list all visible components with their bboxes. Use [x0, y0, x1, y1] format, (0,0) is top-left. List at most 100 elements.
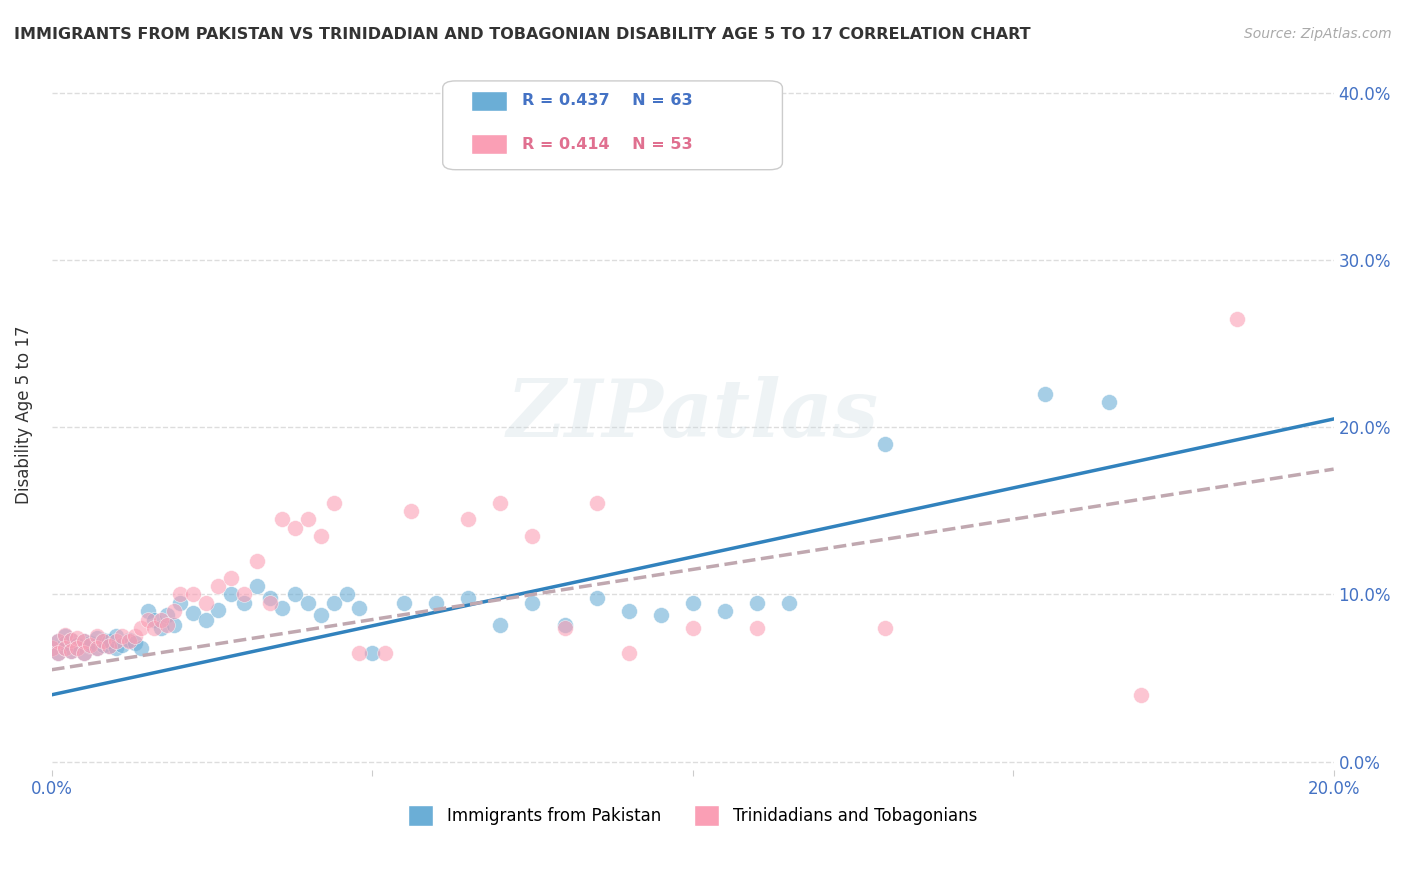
Text: R = 0.414    N = 53: R = 0.414 N = 53: [522, 136, 693, 152]
Point: [181, 587, 204, 601]
Point: [233, 587, 256, 601]
Point: [86, 631, 108, 645]
Point: [73, 634, 96, 648]
Point: [149, 621, 172, 635]
Point: [617, 604, 640, 618]
Point: [98, 640, 121, 654]
Point: [136, 604, 159, 618]
Point: [457, 591, 479, 605]
Point: [617, 646, 640, 660]
Point: [46, 634, 69, 648]
Point: [682, 596, 704, 610]
FancyBboxPatch shape: [471, 91, 506, 111]
Point: [233, 596, 256, 610]
Point: [246, 554, 269, 568]
Point: [271, 512, 294, 526]
Point: [713, 604, 735, 618]
Point: [322, 495, 344, 509]
Point: [169, 587, 191, 601]
Point: [136, 613, 159, 627]
Point: [79, 636, 101, 650]
Point: [650, 607, 672, 622]
Point: [349, 600, 371, 615]
Point: [41, 640, 63, 655]
Point: [73, 634, 96, 648]
Point: [118, 632, 141, 647]
Point: [162, 604, 184, 618]
Point: [271, 600, 294, 615]
Point: [91, 638, 114, 652]
Point: [86, 629, 108, 643]
Point: [53, 636, 76, 650]
Point: [374, 646, 396, 660]
Point: [131, 640, 153, 655]
Point: [489, 495, 512, 509]
Point: [194, 613, 217, 627]
Point: [59, 632, 82, 647]
Point: [873, 621, 896, 635]
Point: [66, 640, 89, 655]
Point: [53, 640, 76, 655]
FancyBboxPatch shape: [443, 81, 782, 169]
Point: [73, 646, 96, 660]
Legend: Immigrants from Pakistan, Trinidadians and Tobagonians: Immigrants from Pakistan, Trinidadians a…: [408, 805, 977, 826]
Point: [207, 579, 229, 593]
Point: [425, 596, 447, 610]
Point: [585, 495, 607, 509]
Point: [169, 596, 191, 610]
Point: [104, 634, 127, 648]
Point: [91, 634, 114, 648]
Point: [162, 617, 184, 632]
Point: [745, 621, 768, 635]
Point: [489, 617, 512, 632]
Point: [86, 640, 108, 655]
Text: IMMIGRANTS FROM PAKISTAN VS TRINIDADIAN AND TOBAGONIAN DISABILITY AGE 5 TO 17 CO: IMMIGRANTS FROM PAKISTAN VS TRINIDADIAN …: [14, 27, 1031, 42]
Point: [143, 621, 166, 635]
Point: [46, 634, 69, 648]
Y-axis label: Disability Age 5 to 17: Disability Age 5 to 17: [15, 326, 32, 504]
Text: ZIPatlas: ZIPatlas: [506, 376, 879, 453]
Point: [131, 621, 153, 635]
Text: R = 0.437    N = 63: R = 0.437 N = 63: [522, 94, 693, 108]
Point: [124, 629, 146, 643]
Point: [457, 512, 479, 526]
Point: [873, 437, 896, 451]
Point: [219, 587, 242, 601]
Point: [46, 646, 69, 660]
Point: [522, 596, 544, 610]
Point: [156, 617, 179, 632]
Point: [336, 587, 359, 601]
Point: [259, 591, 281, 605]
Point: [349, 646, 371, 660]
Point: [309, 607, 332, 622]
Point: [124, 636, 146, 650]
Point: [79, 638, 101, 652]
Point: [1033, 387, 1056, 401]
Point: [59, 632, 82, 647]
Point: [553, 617, 575, 632]
Point: [59, 644, 82, 658]
Point: [1098, 395, 1121, 409]
Point: [284, 587, 307, 601]
Point: [394, 596, 416, 610]
Point: [309, 529, 332, 543]
Point: [246, 579, 269, 593]
Point: [66, 640, 89, 655]
Point: [53, 640, 76, 655]
Point: [297, 596, 319, 610]
Point: [219, 571, 242, 585]
Point: [86, 640, 108, 655]
FancyBboxPatch shape: [471, 134, 506, 154]
Point: [181, 606, 204, 620]
Point: [745, 596, 768, 610]
Point: [1130, 688, 1153, 702]
Point: [284, 521, 307, 535]
Point: [41, 640, 63, 655]
Point: [194, 596, 217, 610]
Point: [1226, 311, 1249, 326]
Point: [111, 629, 134, 643]
Point: [98, 640, 121, 654]
Point: [66, 631, 89, 645]
Point: [79, 640, 101, 654]
Point: [361, 646, 384, 660]
